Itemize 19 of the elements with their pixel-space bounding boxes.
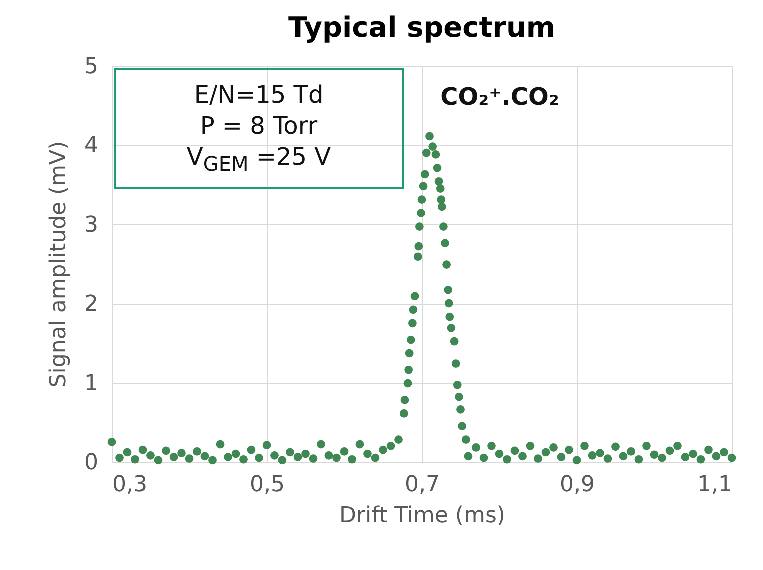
x-tick-label: 0,3 (112, 472, 148, 498)
x-tick-label: 0,5 (250, 472, 285, 498)
text-box: E/N=15 Td P = 8 Torr V$_{GEM}$ =25 V (114, 68, 404, 190)
y-tick-label: 1 (84, 371, 98, 396)
annotation: P = 8 Torr (199, 111, 319, 142)
x-axis-title: Drift Time (ms) (340, 504, 506, 528)
x-tick-label: 1,1 (698, 472, 732, 498)
chart-title: Typical spectrum (288, 11, 556, 44)
y-tick-label: 4 (84, 134, 98, 159)
y-tick-label: 5 (84, 54, 98, 80)
y-axis-title: Signal amplitude (mV) (46, 141, 72, 388)
y-tick-label: 3 (84, 212, 98, 238)
annotation: V$_{GEM}$ =25 V (186, 142, 332, 178)
x-tick-label: 0,9 (560, 472, 595, 498)
annotation: E/N=15 Td (193, 80, 325, 111)
x-tick-label: 0,7 (405, 472, 440, 498)
annotation: CO₂⁺.CO₂ (440, 82, 560, 113)
y-tick-label: 0 (84, 450, 98, 476)
y-tick-label: 2 (84, 292, 98, 318)
